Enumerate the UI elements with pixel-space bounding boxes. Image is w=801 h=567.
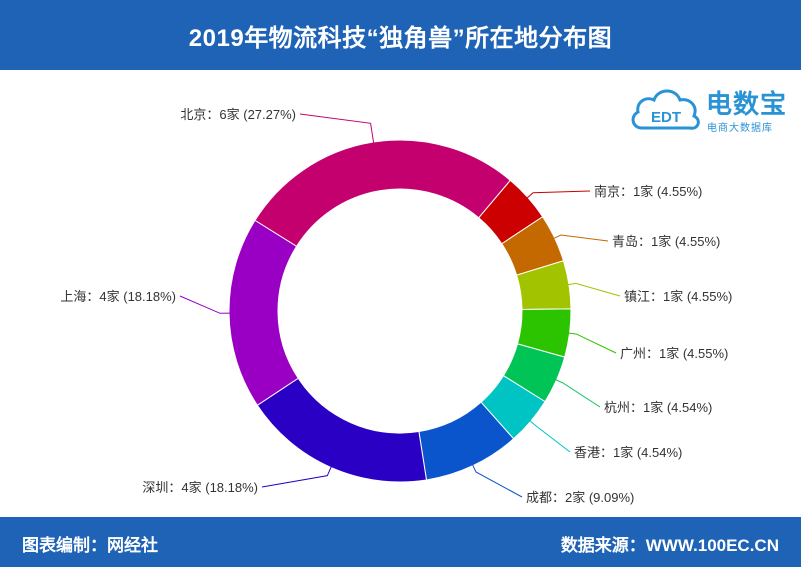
footer-credit: 图表编制：网经社 bbox=[22, 536, 158, 555]
slice-label-杭州: 杭州：1家 (4.54%) bbox=[604, 400, 712, 415]
slice-label-南京: 南京：1家 (4.55%) bbox=[594, 184, 702, 199]
logo-badge: EDT bbox=[651, 109, 681, 126]
slice-label-北京: 北京：6家 (27.27%) bbox=[180, 107, 296, 122]
chart-title-bar: 2019年物流科技“独角兽”所在地分布图 bbox=[0, 0, 801, 70]
slice-label-镇江: 镇江：1家 (4.55%) bbox=[624, 289, 732, 304]
leader-line-香港 bbox=[528, 419, 571, 453]
logo-text: 电数宝 bbox=[706, 89, 788, 119]
footer-source: 数据来源：WWW.100EC.CN bbox=[560, 536, 779, 555]
slice-label-青岛: 青岛：1家 (4.55%) bbox=[612, 234, 720, 249]
leader-line-北京 bbox=[299, 113, 375, 145]
donut-chart: 北京：6家 (27.27%) 南京：1家 (4.55%) 青岛：1家 (4.55%)… bbox=[60, 107, 732, 505]
chart-area: 北京：6家 (27.27%) 南京：1家 (4.55%) 青岛：1家 (4.55%)… bbox=[0, 70, 801, 517]
chart-title: 2019年物流科技“独角兽”所在地分布图 bbox=[188, 24, 613, 52]
leader-line-青岛 bbox=[552, 234, 609, 242]
slice-label-广州: 广州：1家 (4.55%) bbox=[620, 346, 728, 361]
cloud-logo-icon: EDT bbox=[631, 89, 700, 130]
leader-line-南京 bbox=[525, 190, 591, 200]
slice-上海 bbox=[228, 219, 299, 406]
logo-subtext: 电商大数据库 bbox=[707, 123, 773, 134]
leader-line-镇江 bbox=[566, 282, 621, 297]
leader-line-深圳 bbox=[261, 465, 333, 488]
slice-深圳 bbox=[256, 377, 428, 483]
leader-line-杭州 bbox=[554, 378, 601, 408]
slice-label-上海: 上海：4家 (18.18%) bbox=[60, 289, 176, 304]
leader-line-广州 bbox=[567, 332, 617, 354]
footer-bar: 图表编制：网经社 数据来源：WWW.100EC.CN bbox=[0, 517, 801, 567]
slice-label-成都: 成都：2家 (9.09%) bbox=[526, 490, 634, 505]
leader-line-上海 bbox=[179, 295, 232, 314]
leader-line-成都 bbox=[471, 463, 523, 498]
slice-label-深圳: 深圳：4家 (18.18%) bbox=[142, 480, 258, 495]
slice-北京 bbox=[254, 139, 512, 248]
slice-label-香港: 香港：1家 (4.54%) bbox=[574, 445, 682, 460]
logo: EDT 电数宝 电商大数据库 bbox=[628, 78, 798, 138]
